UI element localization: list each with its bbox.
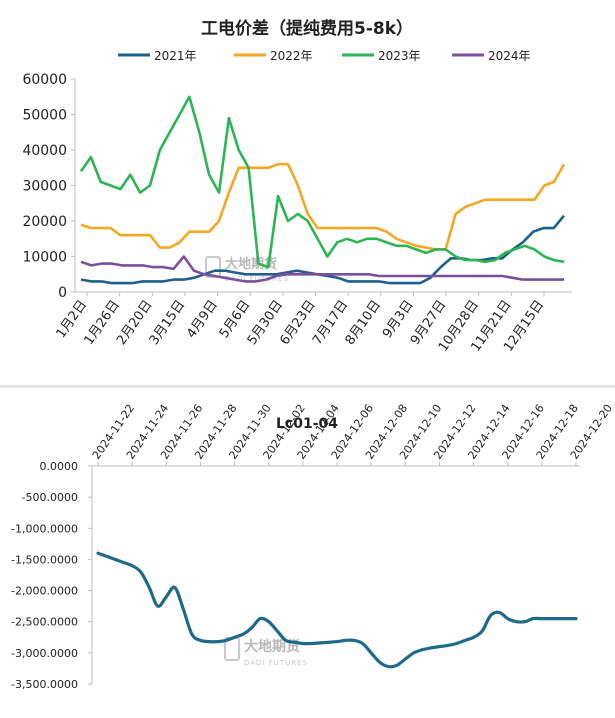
y-tick-label: 40000	[22, 143, 67, 159]
chart-series	[79, 95, 566, 285]
panel-divider	[0, 385, 615, 388]
electricity-spread-chart: 工电价差（提纯费用5-8k） 2021年 2022年 2023年 2024年 大地期货…	[22, 18, 572, 355]
y-tick-label: 30000	[22, 179, 67, 195]
watermark-brand-en: DADI FUTURES	[225, 275, 289, 283]
series-line	[79, 95, 565, 269]
legend-label: 2021年	[154, 49, 197, 63]
series-line	[96, 551, 578, 669]
chart-axes: 0.0000 -500.0000 -1,000.0000 -1,500.0000 -2,…	[11, 402, 615, 691]
series-line	[80, 255, 564, 283]
watermark-brand-en: DADI FUTURES	[244, 659, 308, 667]
chart-panel-top: 工电价差（提纯费用5-8k） 2021年 2022年 2023年 2024年 大地期货…	[22, 18, 572, 355]
y-tick-label: 0	[58, 285, 67, 301]
y-tick-label: -3,000.0000	[11, 647, 78, 660]
y-tick-label: -3,500.0000	[11, 678, 78, 691]
legend-label: 2022年	[270, 49, 313, 63]
chart-panel-bottom: Lc01-04 大地期货 DADI FUTURES 0.0000 -500.000…	[0, 388, 615, 718]
y-tick-label: 60000	[22, 72, 67, 88]
y-tick-label: -500.0000	[22, 491, 78, 504]
watermark-brand: 大地期货	[225, 256, 277, 272]
legend-label: 2024年	[488, 49, 531, 63]
chart-title: 工电价差（提纯费用5-8k）	[201, 18, 413, 39]
legend-label: 2023年	[378, 49, 421, 63]
y-tick-label: 20000	[22, 214, 67, 230]
y-tick-label: 50000	[22, 108, 67, 124]
lc01-04-spread-chart: Lc01-04 大地期货 DADI FUTURES 0.0000-500.000…	[11, 402, 615, 691]
series-line	[80, 162, 566, 251]
y-tick-label: 10000	[22, 250, 67, 266]
x-tick-label: 4月9日	[184, 298, 221, 341]
chart-series	[96, 551, 578, 669]
chart-title: Lc01-04	[276, 416, 338, 432]
y-tick-label: -2,000.0000	[11, 585, 78, 598]
y-tick-label: -1,000.0000	[11, 522, 78, 535]
chart-legend: 2021年 2022年 2023年 2024年	[118, 49, 531, 63]
y-tick-label: -1,500.0000	[11, 553, 78, 566]
y-tick-label: 0.0000	[40, 460, 79, 473]
y-tick-label: -2,500.0000	[11, 616, 78, 629]
